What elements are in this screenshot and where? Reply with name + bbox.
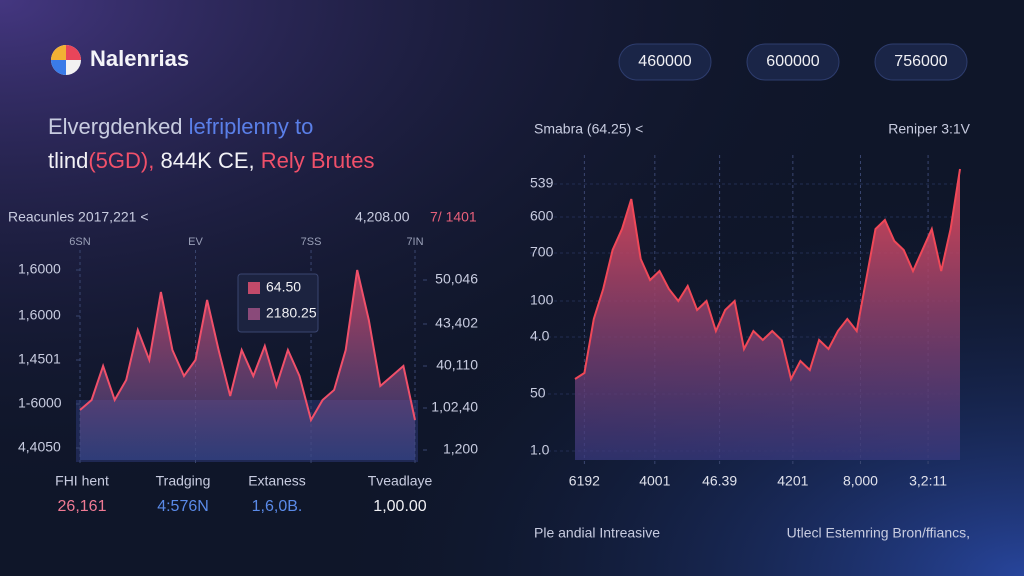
headline: tlind(5GD), 844K CE, Rely Brutes (48, 148, 374, 173)
y-tick-label: 700 (530, 244, 554, 260)
chart: Reacunles 2017,221 < 4,208.00 7/ 1401 6SN EV… (8, 209, 478, 516)
x-tick-label: 7IN (406, 236, 423, 248)
brand: Nalenrias (90, 46, 189, 71)
x-tick-label: 8,000 (843, 473, 878, 489)
x-tick-label: 6SN (69, 236, 90, 248)
x-tick-label: 7SS (301, 236, 322, 248)
stat-value: 4:576N (157, 498, 209, 515)
chart: Smabra (64.25) < Reniper 3:1V 6192 4001 46.3… (530, 121, 971, 541)
y2-tick-label: 50,046 (435, 271, 478, 287)
y-tick-label: 4,4050 (18, 439, 61, 455)
header-button[interactable]: 756000 (874, 43, 968, 81)
chart-title: Smabra (64.25) < (534, 121, 643, 137)
stat-label: Extaness (248, 473, 306, 489)
button-bg (746, 43, 840, 81)
stat-value: 26,161 (58, 498, 107, 515)
tooltip-value: 2180.25 (266, 305, 317, 321)
x-tick-label: EV (188, 236, 203, 248)
headline: Elvergdenked lefriplenny to (48, 114, 313, 139)
stat-value: 1,00.00 (373, 498, 426, 515)
footer-text: Ple andial Intreasive (534, 525, 660, 541)
chart-annotation: Reniper 3:1V (888, 121, 970, 137)
headline-part: tlind (48, 148, 88, 173)
tooltip-swatch (248, 282, 260, 294)
y-tick-label: 50 (530, 385, 546, 401)
y-tick-label: 1,6000 (18, 307, 61, 323)
headline-part: 844K CE, (154, 148, 254, 173)
button-label: 600000 (766, 53, 819, 70)
header-button[interactable]: 460000 (618, 43, 712, 81)
button-bg (618, 43, 712, 81)
stat-label: Tveadlaye (368, 473, 433, 489)
button-label: 460000 (638, 53, 691, 70)
y-tick-label: 1,4501 (18, 351, 61, 367)
headline-part: Rely Brutes (255, 148, 375, 173)
x-tick-label: 4201 (777, 473, 808, 489)
y-tick-label: 4.0 (530, 328, 550, 344)
tooltip-value: 64.50 (266, 279, 301, 295)
y-tick-label: 1,6000 (18, 261, 61, 277)
chart-annotation: 7/ 1401 (430, 209, 477, 225)
line (79, 269, 416, 423)
y-tick-label: 100 (530, 292, 554, 308)
y-tick-label: 539 (530, 175, 554, 191)
logo (51, 45, 81, 75)
x-tick-label: 6192 (569, 473, 600, 489)
x-tick-label: 46.39 (702, 473, 737, 489)
y2-tick-label: 43,402 (435, 315, 478, 331)
headline-part: Elvergdenked (48, 114, 189, 139)
stat-value: 1,6,0B. (252, 498, 303, 515)
x-tick-label: 3,2:11 (909, 473, 947, 489)
chart-subtitle: 4,208.00 (355, 209, 410, 225)
line (574, 168, 961, 382)
header-button[interactable]: 600000 (746, 43, 840, 81)
chart-title: Reacunles 2017,221 < (8, 209, 149, 225)
headline-part: (5GD), (88, 148, 154, 173)
footer-text: Utlecl Estemring Bron/ffiancs, (787, 525, 970, 541)
button-bg (874, 43, 968, 81)
y-tick-label: 1.0 (530, 442, 550, 458)
y2-tick-label: 1,02,40 (431, 399, 478, 415)
y2-tick-label: 40,110 (436, 357, 478, 373)
tooltip-swatch (248, 308, 260, 320)
button-label: 756000 (894, 53, 947, 70)
stat-label: FHI hent (55, 473, 109, 489)
y2-tick-label: 1,200 (443, 441, 478, 457)
y-tick-label: 1-6000 (18, 395, 62, 411)
x-tick-label: 4001 (639, 473, 670, 489)
headline-part: lefriplenny to (189, 114, 314, 139)
area (575, 169, 960, 460)
y-tick-label: 600 (530, 208, 554, 224)
stat-label: Tradging (156, 473, 211, 489)
